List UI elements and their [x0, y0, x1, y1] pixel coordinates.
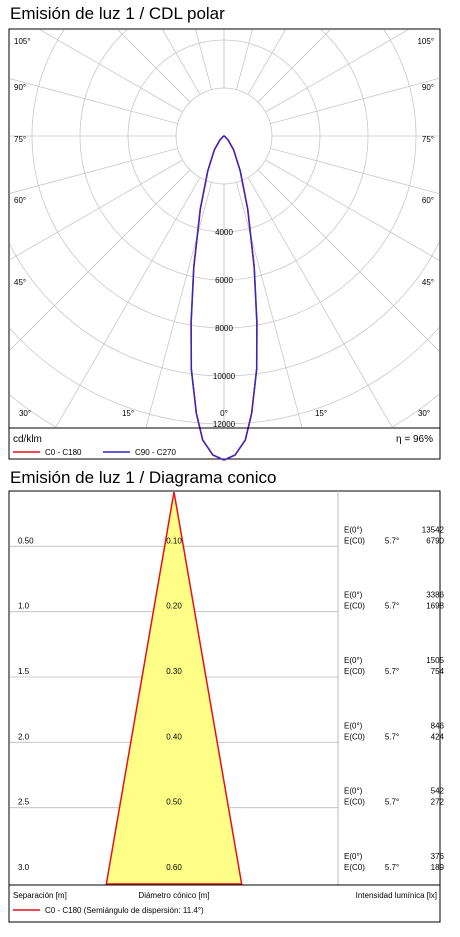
polar-spoke [39, 30, 183, 113]
cone-diameter-value: 0.30 [166, 667, 182, 676]
illuminance-ec0-value: 189 [431, 863, 445, 872]
cone-diameter-value: 0.50 [166, 798, 182, 807]
cone-diameter-value: 0.40 [166, 732, 182, 741]
illuminance-e0-value: 3386 [426, 591, 444, 600]
illuminance-ec0-label: E(C0) [344, 732, 365, 741]
polar-angle-label-right: 105° [417, 37, 434, 46]
illuminance-ec0-label: E(C0) [344, 667, 365, 676]
polar-spoke [145, 182, 212, 427]
illuminance-ec0-value: 6790 [426, 536, 444, 545]
illuminance-e0-label: E(0°) [344, 525, 363, 534]
polar-radial-label: 4000 [215, 228, 233, 237]
illuminance-angle: 5.7° [385, 536, 399, 545]
cone-separation-value: 1.0 [18, 602, 30, 611]
illuminance-e0-value: 846 [431, 721, 445, 730]
illuminance-angle: 5.7° [385, 602, 399, 611]
separation-axis-label: Separación [m] [13, 891, 67, 900]
illuminance-e0-label: E(0°) [344, 787, 363, 796]
illuminance-ec0-label: E(C0) [344, 536, 365, 545]
legend-c0-label: C0 - C180 [45, 448, 82, 457]
polar-spoke [270, 148, 439, 195]
illuminance-e0-value: 376 [431, 852, 445, 861]
illuminance-e0-label: E(0°) [344, 852, 363, 861]
illuminance-ec0-value: 272 [431, 798, 445, 807]
polar-unit-label: cd/klm [13, 434, 42, 445]
polar-labels: 105° 105° 90° 90° 75° 75° 60° 60° 45° 45° 30° 15° 0°… [14, 37, 434, 429]
polar-angle-label-right: 60° [422, 196, 434, 205]
polar-spoke [10, 159, 183, 261]
polar-angle-label-right: 45° [422, 278, 434, 287]
illuminance-e0-value: 13542 [422, 525, 445, 534]
polar-angle-label-left: 75° [14, 135, 26, 144]
polar-radial-label: 12000 [213, 420, 236, 429]
polar-angle-label-left: 60° [14, 196, 26, 205]
polar-angle-label-left: 90° [14, 83, 26, 92]
illuminance-ec0-value: 1698 [426, 602, 444, 611]
illuminance-e0-value: 1505 [426, 656, 444, 665]
polar-radial-label: 8000 [215, 324, 233, 333]
cone-shape [105, 491, 243, 885]
illuminance-ec0-value: 754 [431, 667, 445, 676]
illuminance-angle: 5.7° [385, 667, 399, 676]
polar-spoke [270, 77, 439, 124]
polar-angle-label-bottom: 15° [122, 409, 134, 418]
polar-angle-label-left: 105° [14, 37, 31, 46]
cone-diameter-value: 0.10 [166, 536, 182, 545]
cone-rows: 0.50 0.10 E(0°) 13542 E(C0) 5.7° 6790 1.0 0.20 E(… [18, 525, 445, 872]
polar-chart-title: Emisión de luz 1 / CDL polar [10, 4, 225, 23]
cone-diameter-value: 0.60 [166, 863, 182, 872]
polar-spoke [10, 169, 191, 351]
illuminance-e0-label: E(0°) [344, 721, 363, 730]
illuminance-angle: 5.7° [385, 863, 399, 872]
polar-angle-label-bottom: 30° [418, 409, 430, 418]
illuminance-e0-value: 542 [431, 787, 445, 796]
polar-efficiency-label: η = 96% [396, 434, 433, 445]
cone-diameter-value: 0.20 [166, 602, 182, 611]
polar-frame [8, 28, 441, 460]
diameter-axis-label: Diámetro cónico [m] [138, 891, 209, 900]
polar-spoke [257, 169, 439, 352]
polar-spoke [265, 159, 439, 261]
illuminance-ec0-value: 424 [431, 732, 445, 741]
polar-spoke [236, 182, 303, 427]
illuminance-ec0-label: E(C0) [344, 798, 365, 807]
polar-angle-label-bottom: 0° [220, 409, 228, 418]
illuminance-ec0-label: E(C0) [344, 863, 365, 872]
cone-separation-value: 0.50 [18, 536, 34, 545]
illuminance-e0-label: E(0°) [344, 591, 363, 600]
polar-radial-label: 10000 [213, 372, 236, 381]
illuminance-e0-label: E(0°) [344, 656, 363, 665]
polar-angle-label-right: 75° [422, 135, 434, 144]
polar-spoke [265, 30, 409, 113]
polar-angle-label-bottom: 15° [315, 409, 327, 418]
cone-chart-title: Emisión de luz 1 / Diagrama conico [10, 468, 277, 487]
polar-grid [10, 30, 439, 427]
cone-legend-label: C0 - C180 (Semiángulo de dispersión: 11.… [45, 906, 204, 915]
polar-series-c90-c270 [190, 135, 258, 461]
cone-separation-value: 2.5 [18, 798, 30, 807]
illuminance-angle: 5.7° [385, 798, 399, 807]
polar-chart: 105° 105° 90° 90° 75° 75° 60° 60° 45° 45° 30° 15° 0°… [8, 28, 441, 461]
polar-angle-label-bottom: 30° [19, 409, 31, 418]
polar-spoke [247, 177, 393, 427]
polar-curves [190, 135, 258, 461]
illuminance-axis-label: Intensidad lumínica [lx] [356, 891, 437, 900]
polar-angle-label-left: 45° [14, 278, 26, 287]
polar-radial-label: 6000 [215, 276, 233, 285]
polar-angle-label-right: 90° [422, 83, 434, 92]
polar-spoke [10, 78, 178, 124]
cone-separation-value: 3.0 [18, 863, 30, 872]
illuminance-angle: 5.7° [385, 732, 399, 741]
cone-separation-value: 1.5 [18, 667, 30, 676]
illuminance-ec0-label: E(C0) [344, 602, 365, 611]
polar-spoke [55, 177, 201, 427]
legend-c90-label: C90 - C270 [135, 448, 176, 457]
cone-separation-value: 2.0 [18, 732, 30, 741]
polar-spoke [10, 148, 178, 194]
